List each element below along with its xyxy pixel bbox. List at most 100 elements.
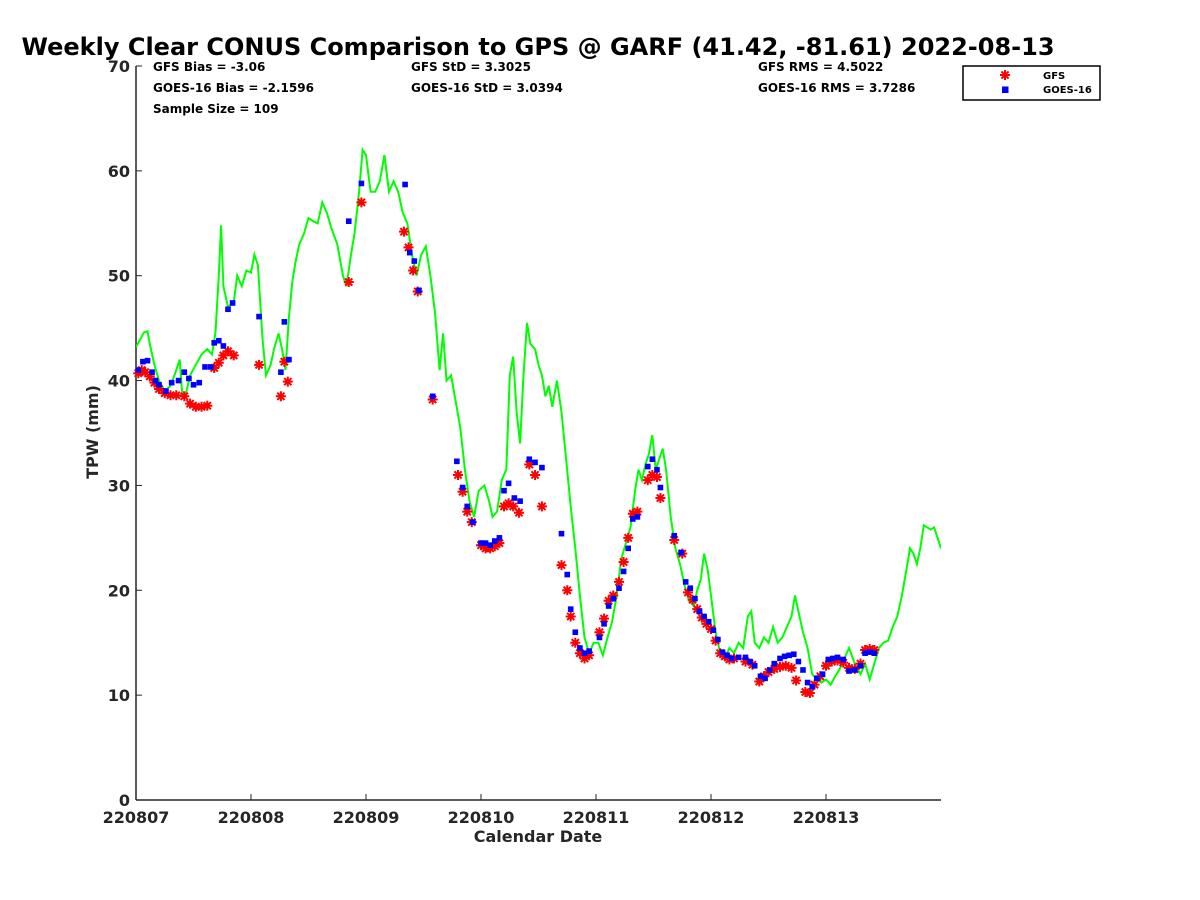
gfs-point	[769, 663, 780, 674]
goes-point	[478, 540, 484, 546]
gfs-point	[838, 657, 849, 668]
gfs-point	[144, 371, 155, 382]
goes-point	[766, 667, 773, 673]
goes-point	[682, 579, 689, 585]
gfs-point	[154, 383, 164, 394]
goes-point	[402, 181, 408, 188]
y-tick-label: 50	[108, 267, 130, 286]
y-tick-label: 60	[108, 162, 130, 181]
gfs-point	[171, 390, 182, 401]
gfs-point	[140, 367, 151, 378]
gfs-point	[627, 508, 638, 519]
goes-point	[654, 466, 660, 473]
gfs-point	[651, 472, 662, 483]
goes-point	[286, 356, 292, 363]
gfs-point	[218, 350, 229, 361]
gfs-point	[570, 637, 581, 648]
goes-point	[156, 381, 162, 388]
goes-point	[862, 650, 868, 656]
goes-point	[649, 456, 656, 463]
goes-point	[581, 650, 588, 656]
plot-area: 0 10 20 30 40 50 60 70 220807 220808 220809 220810 2…	[103, 57, 941, 827]
goes-point	[857, 662, 864, 669]
gfs-point	[780, 660, 791, 671]
goes-point	[564, 571, 571, 578]
goes-point	[168, 379, 175, 386]
gfs-point	[754, 676, 765, 687]
gfs-point	[223, 346, 233, 357]
x-tick-label: 220810	[448, 808, 515, 827]
gfs-point	[556, 560, 567, 571]
gfs-point	[826, 656, 837, 667]
gfs-point	[632, 506, 643, 517]
goes-point	[791, 651, 797, 658]
goes-point	[840, 656, 847, 663]
goes-point	[558, 530, 565, 537]
goes-point	[501, 487, 507, 494]
stat-text: Sample Size = 109	[153, 102, 279, 116]
gfs-point	[185, 398, 196, 409]
gfs-point	[623, 532, 634, 543]
stat-text: GOES-16 RMS = 3.7286	[758, 81, 915, 95]
stat-text: GFS RMS = 4.5022	[758, 60, 883, 74]
goes-point	[207, 364, 214, 370]
goes-point	[719, 649, 726, 655]
gfs-point	[282, 376, 293, 387]
goes-point	[186, 375, 192, 382]
goes-point	[804, 679, 811, 686]
gfs-point	[489, 541, 500, 552]
gfs-point	[536, 501, 547, 512]
goes-point	[577, 645, 583, 651]
goes-point	[220, 343, 227, 349]
x-axis-label: Calendar Date	[474, 827, 603, 846]
goes-point	[256, 313, 262, 320]
goes-point	[630, 516, 636, 522]
goes-point	[496, 535, 503, 541]
x-tick-label: 220812	[678, 808, 745, 827]
gfs-point	[499, 501, 509, 512]
stat-text: GFS Bias = -3.06	[153, 60, 265, 74]
y-tick-label: 0	[119, 791, 130, 810]
goes-point	[724, 652, 730, 659]
x-tick-label: 220809	[333, 808, 400, 827]
gfs-point	[503, 498, 514, 509]
y-tick-label: 70	[108, 57, 130, 76]
y-tick-label: 20	[108, 581, 130, 600]
gfs-point	[579, 653, 590, 664]
goes-point	[671, 532, 677, 539]
goes-point	[795, 658, 802, 665]
gfs-point	[669, 534, 680, 545]
gfs-point	[403, 242, 414, 253]
gfs-point	[190, 401, 201, 412]
gfs-point	[179, 391, 190, 402]
goes-point	[211, 340, 217, 346]
goes-point	[163, 388, 169, 394]
goes-point	[464, 503, 470, 510]
goes-point	[657, 484, 664, 491]
gfs-point	[740, 656, 751, 667]
goes-point	[771, 660, 778, 667]
gfs-point	[524, 459, 535, 470]
goes-point	[786, 652, 792, 659]
goes-point	[781, 653, 788, 660]
goes-point	[866, 649, 873, 655]
goes-point	[517, 498, 523, 504]
gfs-point	[565, 611, 576, 622]
goes-point	[678, 549, 684, 556]
gfs-point	[804, 688, 815, 699]
gfs-point	[584, 650, 595, 661]
goes-point	[616, 585, 622, 591]
goes-point	[482, 540, 489, 546]
goes-point	[411, 258, 418, 264]
gfs-point	[800, 686, 811, 697]
gfs-point	[618, 556, 629, 567]
x-tick-label: 220807	[103, 808, 170, 827]
legend-gfs-marker	[1000, 70, 1010, 80]
gps-line-group	[136, 146, 941, 687]
gfs-point	[508, 501, 519, 512]
gfs-point	[869, 645, 880, 656]
goes-point	[851, 667, 858, 673]
goes-point	[505, 480, 512, 487]
stat-text: GOES-16 StD = 3.0394	[411, 81, 563, 95]
